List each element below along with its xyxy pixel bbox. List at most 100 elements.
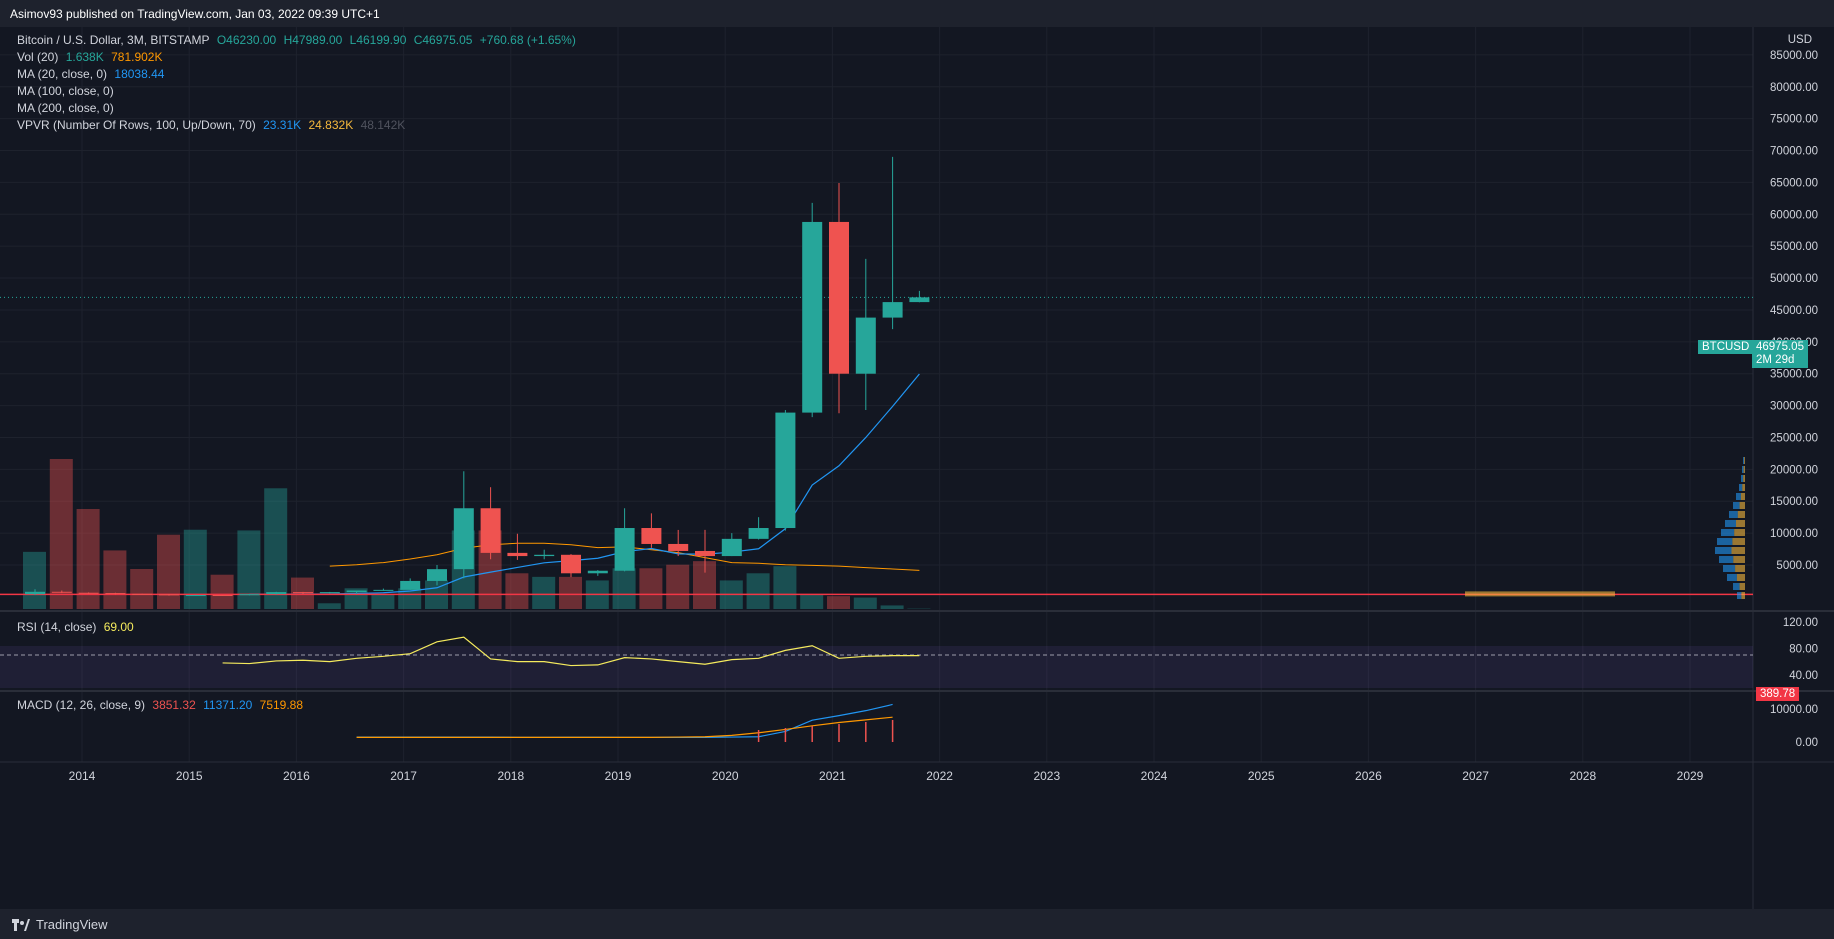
candle-body: [534, 554, 555, 557]
price-tick-label: 15000.00: [1770, 496, 1818, 508]
vpvr-bar-down: [1743, 466, 1745, 473]
vpvr-bar-down: [1735, 565, 1745, 572]
rsi-axis-label: 40.00: [1789, 670, 1818, 682]
legend-macd[interactable]: MACD (12, 26, close, 9) 3851.32 11371.20…: [17, 698, 307, 712]
vpvr-label: VPVR (Number Of Rows, 100, Up/Down, 70): [17, 118, 256, 132]
legend-symbol-line: Bitcoin / U.S. Dollar, 3M, BITSTAMP O462…: [17, 33, 580, 47]
rsi-axis-label: 80.00: [1789, 643, 1818, 655]
candle-body: [507, 552, 528, 557]
legend-ma100[interactable]: MA (100, close, 0): [17, 84, 118, 98]
year-label: 2024: [1141, 769, 1168, 783]
legend-volume[interactable]: Vol (20) 1.638K 781.902K: [17, 50, 166, 64]
year-label: 2025: [1248, 769, 1275, 783]
vpvr-bar-up: [1723, 565, 1736, 572]
chart-svg[interactable]: 90000.00 85000.00 80000.00 75000.00 70000.00…: [0, 27, 1834, 909]
candle-body: [614, 528, 635, 571]
candle-body: [668, 543, 689, 551]
legend-ma200[interactable]: MA (200, close, 0): [17, 101, 118, 115]
rsi-line: [222, 636, 920, 667]
vpvr-bar-down: [1741, 592, 1745, 599]
candle-body: [51, 591, 72, 593]
volume-bar: [49, 459, 73, 609]
vpvr-bar-down: [1736, 520, 1745, 527]
legend-low: L46199.90: [349, 33, 407, 47]
legend-change: +760.68 (+1.65%): [479, 33, 576, 47]
ma20-label: MA (20, close, 0): [17, 67, 108, 81]
vpvr-down: 24.832K: [308, 118, 354, 132]
vpvr-bar-up: [1737, 592, 1742, 599]
vpvr-bar-down: [1732, 538, 1745, 545]
candle-body: [829, 221, 849, 374]
volume-bar: [880, 605, 904, 609]
volume-bar: [398, 588, 422, 609]
legend-ma20[interactable]: MA (20, close, 0) 18038.44: [17, 67, 168, 81]
volume-bar: [639, 568, 663, 609]
vpvr-bar-up: [1733, 502, 1740, 509]
tradingview-brand[interactable]: TradingView: [12, 917, 108, 932]
price-tick-label: 5000.00: [1776, 560, 1818, 572]
price-tick-label: 55000.00: [1770, 241, 1818, 253]
vpvr-bar-down: [1744, 457, 1745, 464]
volume-bar: [666, 564, 690, 609]
vpvr-bar-up: [1715, 547, 1732, 554]
last-price-tag: 46975.05 2M 29d: [1752, 340, 1808, 368]
vol-value-2: 781.902K: [111, 50, 163, 64]
year-label: 2015: [176, 769, 203, 783]
vpvr-bar-up: [1719, 556, 1734, 563]
price-tick-label: 45000.00: [1770, 305, 1818, 317]
ma100-label: MA (100, close, 0): [17, 84, 114, 98]
legend-close: C46975.05: [413, 33, 473, 47]
candle-body: [78, 592, 99, 594]
price-tick-label: 35000.00: [1770, 369, 1818, 381]
volume-bar: [317, 603, 341, 609]
vpvr-bar-up: [1721, 529, 1735, 536]
top-bar: Asimov93 published on TradingView.com, J…: [0, 0, 1834, 27]
volume-bar: [130, 569, 154, 609]
price-tick-label: 65000.00: [1770, 177, 1818, 189]
tradingview-logo-icon: [12, 918, 30, 931]
symbol-tag: BTCUSD: [1698, 340, 1754, 354]
vol-label: Vol (20): [17, 50, 59, 64]
candle-body: [239, 594, 260, 596]
macd-label: MACD (12, 26, close, 9): [17, 698, 146, 712]
candle-body: [159, 594, 179, 596]
volume-bar: [559, 576, 582, 609]
year-label: 2018: [497, 769, 524, 783]
vpvr-bar-up: [1739, 484, 1743, 491]
ma20-price-line: [249, 373, 920, 595]
last-price: 46975.05: [1756, 341, 1804, 353]
red-level-tag: 389.78: [1756, 687, 1800, 701]
year-label: 2029: [1677, 769, 1704, 783]
candle-body: [909, 297, 930, 303]
candle-body: [748, 528, 769, 539]
macd-axis-label: 0.00: [1796, 737, 1818, 749]
vol-value-1: 1.638K: [65, 50, 104, 64]
candle-body: [427, 569, 447, 581]
candle-body: [212, 595, 233, 597]
vpvr-up: 23.31K: [263, 118, 302, 132]
price-tick-label: 75000.00: [1770, 114, 1818, 126]
vpvr-bar-down: [1739, 583, 1745, 590]
rsi-axis-label: 120.00: [1783, 617, 1818, 629]
legend-open: O46230.00: [216, 33, 277, 47]
brand-label: TradingView: [36, 917, 108, 932]
chart-area[interactable]: 90000.00 85000.00 80000.00 75000.00 70000.00…: [0, 27, 1834, 909]
price-tick-label: 10000.00: [1770, 528, 1818, 540]
price-tick-label: 90000.00: [1770, 27, 1818, 30]
candle-body: [346, 590, 367, 593]
vpvr-bar-down: [1737, 511, 1745, 518]
signal-line: [356, 716, 893, 738]
candle-body: [185, 595, 206, 597]
legend-vpvr[interactable]: VPVR (Number Of Rows, 100, Up/Down, 70) …: [17, 118, 409, 132]
vpvr-bar-down: [1733, 556, 1745, 563]
legend-rsi[interactable]: RSI (14, close) 69.00: [17, 620, 138, 634]
vpvr-bar-up: [1733, 583, 1740, 590]
candle-body: [561, 554, 581, 574]
volume-bar: [157, 534, 180, 609]
legend-symbol[interactable]: Bitcoin / U.S. Dollar, 3M, BITSTAMP: [17, 33, 210, 47]
main-pane-bg: [0, 27, 1753, 610]
candle-body: [641, 528, 662, 544]
legend-high: H47989.00: [283, 33, 343, 47]
candle-body: [373, 589, 394, 591]
volume-bar: [800, 594, 824, 609]
